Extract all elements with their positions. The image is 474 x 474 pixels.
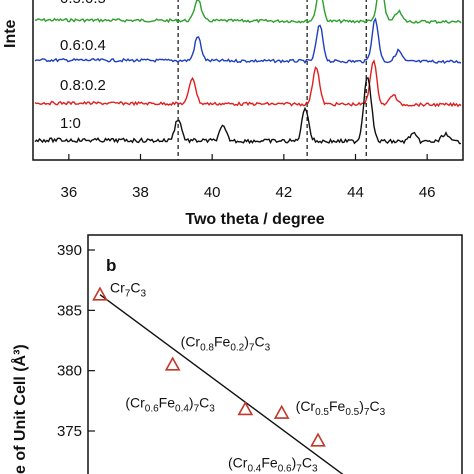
volume-point-label: Cr7C3 bbox=[110, 280, 146, 300]
panel-b-plot-frame bbox=[87, 234, 463, 474]
panel-b-y-tick-label: 380 bbox=[57, 363, 82, 380]
panel-b-y-tick-label: 390 bbox=[57, 242, 82, 259]
volume-point-label: (Cr0.4Fe0.6)7C3 bbox=[228, 455, 318, 474]
panel-b-y-tick-label: 385 bbox=[57, 302, 82, 319]
panel-b-y-axis-title: e of Unit Cell (Å³) bbox=[10, 344, 29, 474]
volume-point-label: (Cr0.8Fe0.2)7C3 bbox=[181, 334, 271, 354]
volume-data-point bbox=[310, 432, 326, 447]
xrd-trace-label: 0.5:0.5 bbox=[60, 0, 106, 7]
xrd-trace-0-5-0-5 bbox=[34, 0, 462, 25]
panel-a: Inte 0.5:0.5 0.6:0.4 0.8:0.2 1:0 36 38 40 42 44… bbox=[2, 0, 464, 228]
volume-data-point bbox=[237, 401, 254, 416]
panel-a-x-tick-label: 44 bbox=[347, 184, 364, 201]
panel-a-plot-frame bbox=[32, 0, 464, 161]
xrd-trace-1-0 bbox=[34, 77, 462, 145]
volume-data-point bbox=[164, 356, 181, 371]
xrd-trace-label: 0.8:0.2 bbox=[60, 77, 106, 94]
trend-line bbox=[99, 294, 344, 474]
xrd-trace-label: 1:0 bbox=[60, 115, 81, 132]
volume-data-point bbox=[273, 404, 290, 419]
panel-a-x-axis-title: Two theta / degree bbox=[185, 211, 324, 228]
volume-data-point bbox=[92, 286, 108, 301]
xrd-trace-0-8-0-2 bbox=[34, 59, 462, 108]
panel-b-y-tick-label: 375 bbox=[57, 423, 82, 440]
panel-a-x-tick-label: 40 bbox=[204, 184, 221, 201]
panel-a-y-axis-title: Inte bbox=[2, 19, 19, 48]
panel-b-letter: b bbox=[106, 256, 116, 275]
volume-point-label: (Cr0.6Fe0.4)7C3 bbox=[125, 394, 215, 414]
panel-a-x-tick-label: 46 bbox=[419, 184, 436, 201]
panel-b: e of Unit Cell (Å³) b 375 380 385 390 Cr7C3… bbox=[10, 234, 463, 474]
xrd-trace-0-6-0-4 bbox=[34, 17, 462, 65]
xrd-trace-label: 0.6:0.4 bbox=[60, 37, 106, 54]
panel-a-x-tick-label: 38 bbox=[132, 184, 149, 201]
panel-a-x-tick-label: 36 bbox=[60, 184, 77, 201]
volume-point-label: (Cr0.5Fe0.5)7C3 bbox=[296, 398, 386, 418]
panel-a-x-tick-label: 42 bbox=[275, 184, 292, 201]
